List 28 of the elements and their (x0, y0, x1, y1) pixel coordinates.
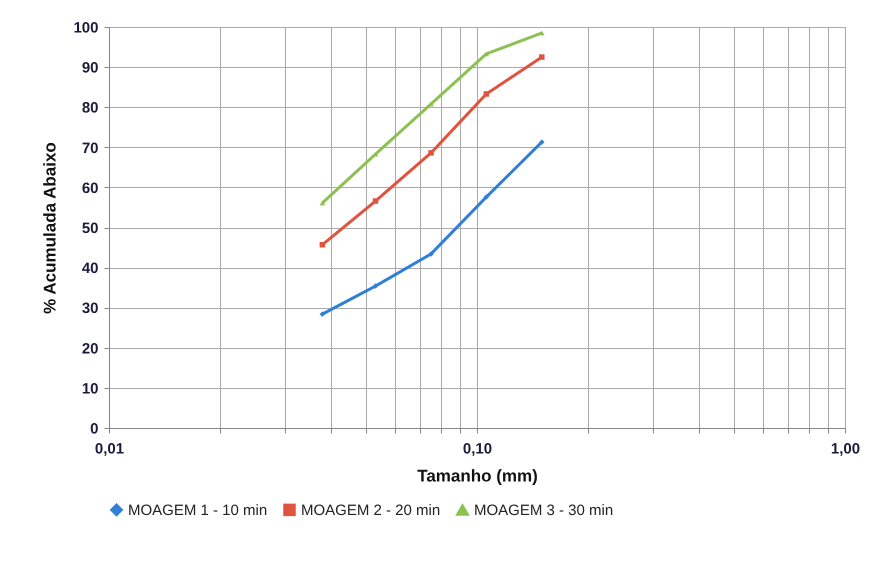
point (539, 54, 545, 60)
y-axis-title: % Acumulada Abaixo (40, 142, 60, 314)
y-tick-label: 100 (73, 20, 98, 36)
y-tick-label: 60 (82, 180, 98, 197)
x-axis-title: Tamanho (mm) (417, 466, 538, 486)
y-tick-label: 80 (82, 100, 98, 117)
point (539, 139, 545, 145)
point (484, 91, 490, 97)
point (484, 194, 490, 200)
y-tick-label: 30 (82, 300, 98, 318)
legend-label: MOAGEM 3 - 30 min (474, 502, 614, 520)
y-tick-label: 70 (82, 140, 98, 157)
x-tick-label: 1,00 (830, 440, 860, 458)
y-tick-label: 90 (82, 60, 98, 77)
y-tick-label: 10 (82, 380, 98, 398)
legend-label: MOAGEM 2 - 20 min (301, 502, 440, 519)
y-tick-label: 50 (82, 220, 98, 237)
y-tick-label: 20 (82, 340, 98, 358)
x-tick-label: 0,10 (462, 440, 492, 458)
point (372, 283, 378, 289)
point (428, 251, 434, 257)
point (539, 30, 545, 36)
legend-label: MOAGEM 1 - 10 min (128, 502, 268, 519)
y-tick-label: 40 (82, 260, 98, 278)
x-tick-label: 0,01 (94, 440, 124, 458)
point (372, 198, 378, 204)
y-tick-label: 0 (90, 420, 98, 438)
point (428, 150, 434, 156)
